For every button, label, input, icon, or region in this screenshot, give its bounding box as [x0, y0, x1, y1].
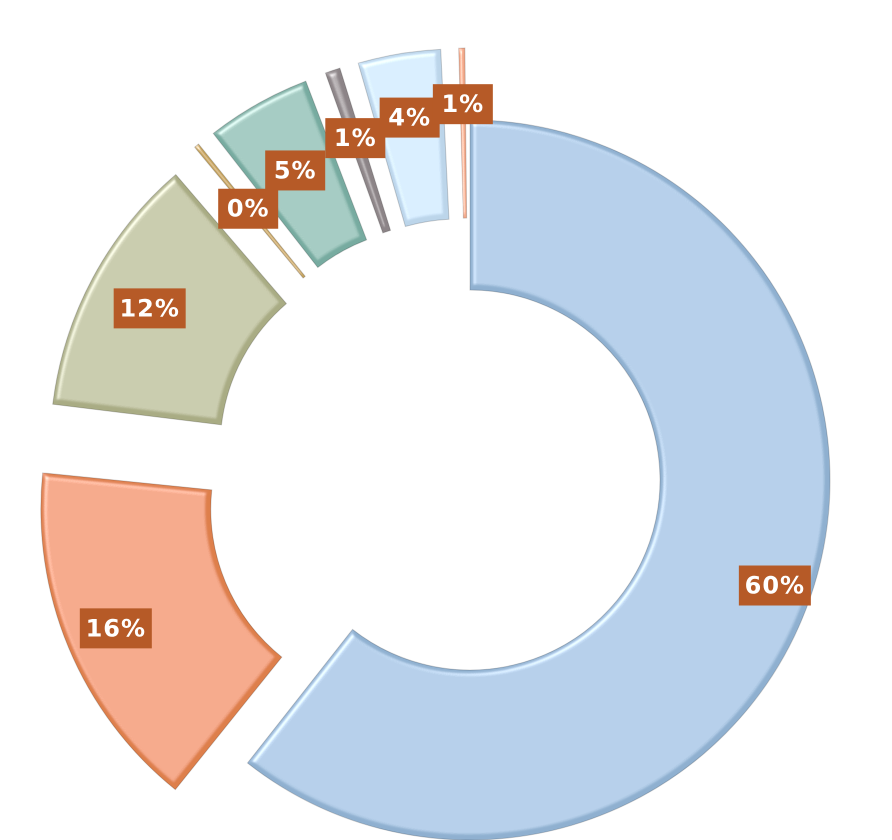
data-label-text: 4% — [388, 104, 431, 132]
data-label: 0% — [218, 188, 279, 229]
data-label-box — [379, 97, 440, 138]
data-label: 16% — [79, 608, 152, 649]
data-label-text: 60% — [745, 572, 805, 600]
data-label-box — [265, 150, 326, 191]
donut-slice — [246, 119, 831, 840]
data-label-box — [325, 118, 386, 159]
data-label-box — [113, 288, 186, 329]
data-label-text: 0% — [227, 195, 270, 223]
data-label-text: 12% — [119, 294, 179, 322]
data-labels: 60% 16% 12% 0%5% 1% 4% 1% — [79, 84, 811, 649]
donut-slice — [357, 48, 450, 228]
donut-slices — [40, 47, 831, 840]
data-label-box — [432, 84, 493, 125]
data-label-box — [738, 565, 811, 606]
data-label-text: 1% — [334, 124, 377, 152]
data-label: 12% — [113, 288, 186, 329]
donut-slice — [40, 472, 283, 791]
data-label-box — [79, 608, 152, 649]
data-label-text: 5% — [274, 156, 317, 184]
data-label: 4% — [379, 97, 440, 138]
data-label: 5% — [265, 150, 326, 191]
data-label: 1% — [432, 84, 493, 125]
data-label: 60% — [738, 565, 811, 606]
donut-slice — [458, 47, 468, 219]
data-label-box — [218, 188, 279, 229]
data-label-text: 1% — [441, 90, 484, 118]
data-label: 1% — [325, 118, 386, 159]
data-label-text: 16% — [86, 614, 146, 642]
